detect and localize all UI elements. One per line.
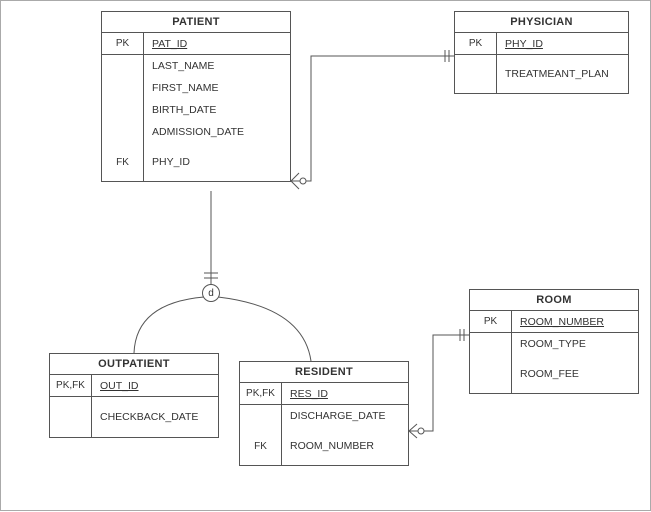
attr-cell: PHY_ID xyxy=(144,143,290,181)
key-cell xyxy=(470,355,511,393)
entity-title: RESIDENT xyxy=(240,362,408,383)
key-cell xyxy=(455,55,496,93)
attr-cell: DISCHARGE_DATE xyxy=(282,405,408,427)
attr-cell: RES_ID xyxy=(282,383,408,405)
entity-title: ROOM xyxy=(470,290,638,311)
key-column: PK xyxy=(455,33,497,93)
key-cell: PK xyxy=(455,33,496,55)
key-cell: PK,FK xyxy=(50,375,91,397)
attr-column: PAT_ID LAST_NAME FIRST_NAME BIRTH_DATE A… xyxy=(144,33,290,181)
attr-cell: TREATMEANT_PLAN xyxy=(497,55,628,93)
key-cell: FK xyxy=(240,427,281,465)
attr-cell: ROOM_NUMBER xyxy=(512,311,638,333)
entity-resident: RESIDENT PK,FK FK RES_ID DISCHARGE_DATE … xyxy=(239,361,409,466)
key-cell xyxy=(470,333,511,355)
key-cell xyxy=(102,77,143,99)
attr-column: PHY_ID TREATMEANT_PLAN xyxy=(497,33,628,93)
entity-room: ROOM PK ROOM_NUMBER ROOM_TYPE ROOM_FEE xyxy=(469,289,639,394)
attr-column: OUT_ID CHECKBACK_DATE xyxy=(92,375,218,437)
entity-patient: PATIENT PK FK PAT_ID LAST_NAME FIRST_NAM… xyxy=(101,11,291,182)
disjoint-symbol: d xyxy=(202,284,220,302)
key-column: PK,FK xyxy=(50,375,92,437)
attr-cell: ROOM_TYPE xyxy=(512,333,638,355)
key-column: PK xyxy=(470,311,512,393)
entity-physician: PHYSICIAN PK PHY_ID TREATMEANT_PLAN xyxy=(454,11,629,94)
disjoint-label: d xyxy=(208,288,214,299)
key-cell xyxy=(102,55,143,77)
attr-column: ROOM_NUMBER ROOM_TYPE ROOM_FEE xyxy=(512,311,638,393)
key-column: PK FK xyxy=(102,33,144,181)
attr-cell: ROOM_NUMBER xyxy=(282,427,408,465)
entity-body: PK,FK FK RES_ID DISCHARGE_DATE ROOM_NUMB… xyxy=(240,383,408,465)
attr-cell: PAT_ID xyxy=(144,33,290,55)
attr-cell: PHY_ID xyxy=(497,33,628,55)
entity-body: PK ROOM_NUMBER ROOM_TYPE ROOM_FEE xyxy=(470,311,638,393)
attr-column: RES_ID DISCHARGE_DATE ROOM_NUMBER xyxy=(282,383,408,465)
attr-cell: FIRST_NAME xyxy=(144,77,290,99)
key-cell xyxy=(102,99,143,121)
attr-cell: BIRTH_DATE xyxy=(144,99,290,121)
key-cell: FK xyxy=(102,143,143,181)
attr-cell: OUT_ID xyxy=(92,375,218,397)
key-cell xyxy=(102,121,143,143)
entity-title: PATIENT xyxy=(102,12,290,33)
key-cell: PK,FK xyxy=(240,383,281,405)
entity-outpatient: OUTPATIENT PK,FK OUT_ID CHECKBACK_DATE xyxy=(49,353,219,438)
entity-body: PK,FK OUT_ID CHECKBACK_DATE xyxy=(50,375,218,437)
attr-cell: CHECKBACK_DATE xyxy=(92,397,218,437)
key-column: PK,FK FK xyxy=(240,383,282,465)
entity-title: PHYSICIAN xyxy=(455,12,628,33)
entity-title: OUTPATIENT xyxy=(50,354,218,375)
attr-cell: ADMISSION_DATE xyxy=(144,121,290,143)
key-cell xyxy=(50,397,91,437)
key-cell: PK xyxy=(102,33,143,55)
key-cell: PK xyxy=(470,311,511,333)
entity-body: PK FK PAT_ID LAST_NAME FIRST_NAME BIRTH_… xyxy=(102,33,290,181)
attr-cell: ROOM_FEE xyxy=(512,355,638,393)
key-cell xyxy=(240,405,281,427)
attr-cell: LAST_NAME xyxy=(144,55,290,77)
entity-body: PK PHY_ID TREATMEANT_PLAN xyxy=(455,33,628,93)
